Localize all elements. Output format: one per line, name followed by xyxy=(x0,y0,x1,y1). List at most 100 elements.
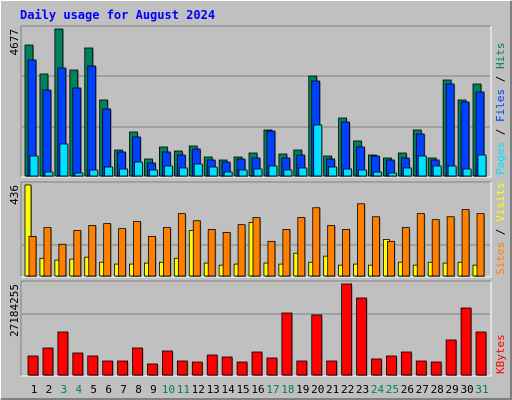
panel-edge-dark xyxy=(20,25,491,177)
x-tick-label: 21 xyxy=(326,383,339,396)
legend: KBytes xyxy=(494,334,507,374)
chart-title: Daily usage for August 2024 xyxy=(20,8,215,22)
bar xyxy=(402,167,412,177)
bar xyxy=(88,225,97,277)
bar xyxy=(282,229,291,277)
bar xyxy=(297,217,306,277)
bar xyxy=(401,227,410,277)
bar xyxy=(192,220,201,277)
bar xyxy=(460,307,472,376)
bar xyxy=(341,121,351,177)
panel-edge-light xyxy=(21,281,492,377)
x-tick-label: 11 xyxy=(177,383,190,396)
bar xyxy=(147,363,158,376)
x-tick-label: 25 xyxy=(386,383,399,396)
bar xyxy=(432,165,442,177)
x-tick-label: 3 xyxy=(61,383,68,396)
bar xyxy=(445,83,455,177)
x-tick-label: 24 xyxy=(371,383,385,396)
bar xyxy=(313,124,323,177)
x-tick-label: 8 xyxy=(135,383,142,396)
legend: Pages / Files / Hits xyxy=(494,43,507,176)
bar xyxy=(326,360,338,376)
bar xyxy=(372,216,380,277)
bar xyxy=(103,223,112,277)
bar xyxy=(59,143,69,177)
bar xyxy=(74,172,84,177)
bar xyxy=(162,227,171,277)
legend-separator: / xyxy=(494,69,507,89)
bar xyxy=(296,360,308,376)
x-tick-label: 6 xyxy=(105,383,112,396)
x-tick-label: 20 xyxy=(311,383,324,396)
bar xyxy=(237,224,246,277)
bar xyxy=(371,358,382,376)
bar xyxy=(431,219,440,277)
bar xyxy=(221,356,233,376)
legend-entry: Files xyxy=(494,89,507,122)
bar xyxy=(72,352,84,376)
bar xyxy=(117,360,128,376)
bar xyxy=(445,339,457,376)
panel-edge-dark xyxy=(20,280,491,376)
bar xyxy=(446,216,455,277)
bar xyxy=(400,351,412,376)
bar xyxy=(89,169,99,177)
legend-entry: Sites xyxy=(494,242,507,275)
bar xyxy=(104,166,114,177)
legend-separator: / xyxy=(494,122,507,142)
bar xyxy=(42,347,54,376)
bar xyxy=(58,243,67,277)
bar xyxy=(475,331,487,376)
bar xyxy=(447,165,457,177)
bar xyxy=(267,240,276,277)
bar xyxy=(177,213,186,277)
legend-entry: Visits xyxy=(494,182,507,222)
bar xyxy=(29,155,39,177)
legend: Sites / Visits xyxy=(494,182,507,275)
bar xyxy=(134,161,143,177)
bar xyxy=(87,355,99,376)
bar xyxy=(356,297,367,376)
bar xyxy=(415,360,427,376)
bar xyxy=(387,172,397,177)
bar xyxy=(373,171,382,177)
x-tick-label: 19 xyxy=(296,383,309,396)
legend-entry: Hits xyxy=(494,43,507,70)
bar xyxy=(252,217,261,277)
x-tick-label: 12 xyxy=(192,383,205,396)
bar xyxy=(386,240,395,277)
bar xyxy=(416,213,425,277)
bar xyxy=(72,87,82,177)
bar xyxy=(342,229,351,277)
x-tick-label: 2 xyxy=(46,383,53,396)
bar xyxy=(149,169,158,177)
bar xyxy=(73,230,82,277)
bar xyxy=(327,225,336,277)
x-tick-label: 26 xyxy=(401,383,414,396)
x-tick-label: 23 xyxy=(356,383,369,396)
bar xyxy=(236,361,248,376)
bar xyxy=(477,154,487,177)
x-tick-label: 16 xyxy=(251,383,264,396)
x-tick-label: 30 xyxy=(460,383,473,396)
bar xyxy=(430,361,442,376)
bar xyxy=(206,354,218,376)
bar xyxy=(191,361,203,376)
bar xyxy=(102,360,114,376)
bar xyxy=(222,231,231,277)
bar xyxy=(298,167,308,177)
bar xyxy=(266,357,278,376)
bar xyxy=(358,169,367,177)
bar xyxy=(148,235,156,277)
bar xyxy=(27,355,39,376)
y-tick-label: 4677 xyxy=(8,29,21,56)
bar xyxy=(87,65,97,177)
bar xyxy=(102,108,112,177)
x-tick-label: 31 xyxy=(475,383,488,396)
y-tick-label: 27184255 xyxy=(8,284,21,337)
x-tick-label: 28 xyxy=(431,383,444,396)
x-tick-label: 17 xyxy=(266,383,279,396)
x-tick-label: 1 xyxy=(31,383,38,396)
